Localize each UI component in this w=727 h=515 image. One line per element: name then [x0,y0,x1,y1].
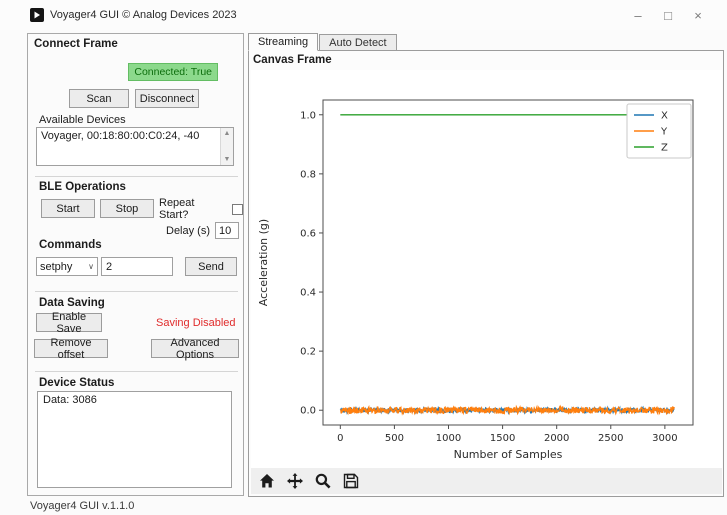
commands-row: setphy ∨ Send [36,257,237,276]
home-icon[interactable] [258,472,276,490]
available-devices-listbox[interactable]: Voyager, 00:18:80:00:C0:24, -40 ▲ ▼ [36,127,234,166]
y-tick-label: 1.0 [300,110,316,121]
commands-title: Commands [39,239,102,251]
disconnect-button[interactable]: Disconnect [135,89,199,108]
chevron-down-icon: ∨ [88,262,94,271]
canvas-frame-title: Canvas Frame [253,54,332,66]
data-saving-title: Data Saving [39,297,105,309]
series-y [339,404,675,416]
connect-frame-panel: Connect Frame Connected: True Scan Disco… [27,33,244,496]
mpl-toolbar [251,468,722,494]
advanced-options-button[interactable]: Advanced Options [151,337,239,361]
legend-box [626,103,692,159]
repeat-start-label: Repeat Start? [159,197,195,221]
send-button[interactable]: Send [185,257,237,276]
x-tick-label: 2000 [544,433,569,444]
scan-button[interactable]: Scan [69,89,129,108]
save-icon[interactable] [342,472,360,490]
start-stop-row: Start Stop [41,199,154,218]
x-tick-label: 3000 [652,433,677,444]
maximize-icon[interactable]: □ [664,7,672,23]
available-devices-label: Available Devices [39,114,126,126]
separator [35,291,238,292]
x-tick-label: 2500 [598,433,623,444]
y-tick-label: 0.2 [300,347,316,358]
figure-area: 0 500 1000 1500 2000 2500 3000 0.0 0.2 0.4 0.6 0.8 1… [251,70,722,468]
command-select-value: setphy [40,260,73,273]
acceleration-plot: 0 500 1000 1500 2000 2500 3000 0.0 0.2 0.4 0.6 0.8 1… [257,99,694,461]
connected-status-badge: Connected: True [128,63,218,81]
enable-save-button[interactable]: Enable Save [36,311,102,335]
y-tick-label: 0.6 [300,228,316,239]
stop-button[interactable]: Stop [100,199,154,218]
data-saving-row-2: Remove offset Advanced Options [34,337,239,361]
device-status-text: Data: 3086 [43,394,97,406]
pan-icon[interactable] [286,472,304,490]
x-tick-label: 0 [337,433,343,444]
scroll-up-icon[interactable]: ▲ [223,130,231,137]
minimize-icon[interactable]: – [634,7,642,23]
scroll-down-icon[interactable]: ▼ [223,156,231,163]
y-tick-label: 0.4 [300,288,316,299]
tab-bar: Streaming Auto Detect [248,33,398,52]
delay-input[interactable] [215,222,240,239]
y-tick-label: 0.8 [300,169,316,180]
legend-label-z: Z [661,143,668,154]
delay-row: Delay (s) [166,222,240,239]
device-list-item[interactable]: Voyager, 00:18:80:00:C0:24, -40 [41,130,200,142]
tab-streaming[interactable]: Streaming [248,33,319,51]
start-button[interactable]: Start [41,199,95,218]
right-panel: Streaming Auto Detect Canvas Frame 0 500 1… [248,33,724,497]
close-icon[interactable]: × [694,7,702,23]
data-saving-row-1: Enable Save Saving Disabled [36,311,237,335]
x-axis-label: Number of Samples [454,448,563,461]
device-status-box: Data: 3086 [37,391,232,488]
device-status-title: Device Status [39,377,115,389]
scan-button-row: Scan Disconnect [69,89,199,108]
canvas-frame-panel: Canvas Frame 0 500 1000 1500 2000 2500 3000 0.0… [248,50,724,497]
ble-operations-title: BLE Operations [39,181,126,193]
version-statusbar: Voyager4 GUI v.1.1.0 [30,500,135,512]
window-title: Voyager4 GUI © Analog Devices 2023 [50,9,237,21]
x-tick-label: 500 [385,433,404,444]
separator [35,176,238,177]
delay-label: Delay (s) [166,224,211,237]
command-argument-input[interactable] [101,257,173,276]
y-axis-label: Acceleration (g) [257,219,270,306]
listbox-scrollbar[interactable]: ▲ ▼ [220,128,233,165]
legend-label-y: Y [660,127,668,138]
command-select[interactable]: setphy ∨ [36,257,98,276]
repeat-start-row: Repeat Start? [159,197,243,221]
zoom-icon[interactable] [314,472,332,490]
series-group [339,114,675,416]
x-tick-label: 1500 [490,433,515,444]
x-tick-label: 1000 [436,433,461,444]
connect-frame-title: Connect Frame [34,38,118,50]
saving-status-text: Saving Disabled [156,316,236,329]
remove-offset-button[interactable]: Remove offset [34,337,108,361]
title-bar: Voyager4 GUI © Analog Devices 2023 – □ × [0,0,727,30]
window-controls: – □ × [623,4,713,26]
app-logo-play-icon [30,8,44,22]
legend-label-x: X [661,111,668,122]
separator [35,371,238,372]
chart-legend: XYZ [626,103,692,159]
repeat-start-checkbox[interactable] [232,203,243,215]
y-tick-label: 0.0 [300,406,316,417]
